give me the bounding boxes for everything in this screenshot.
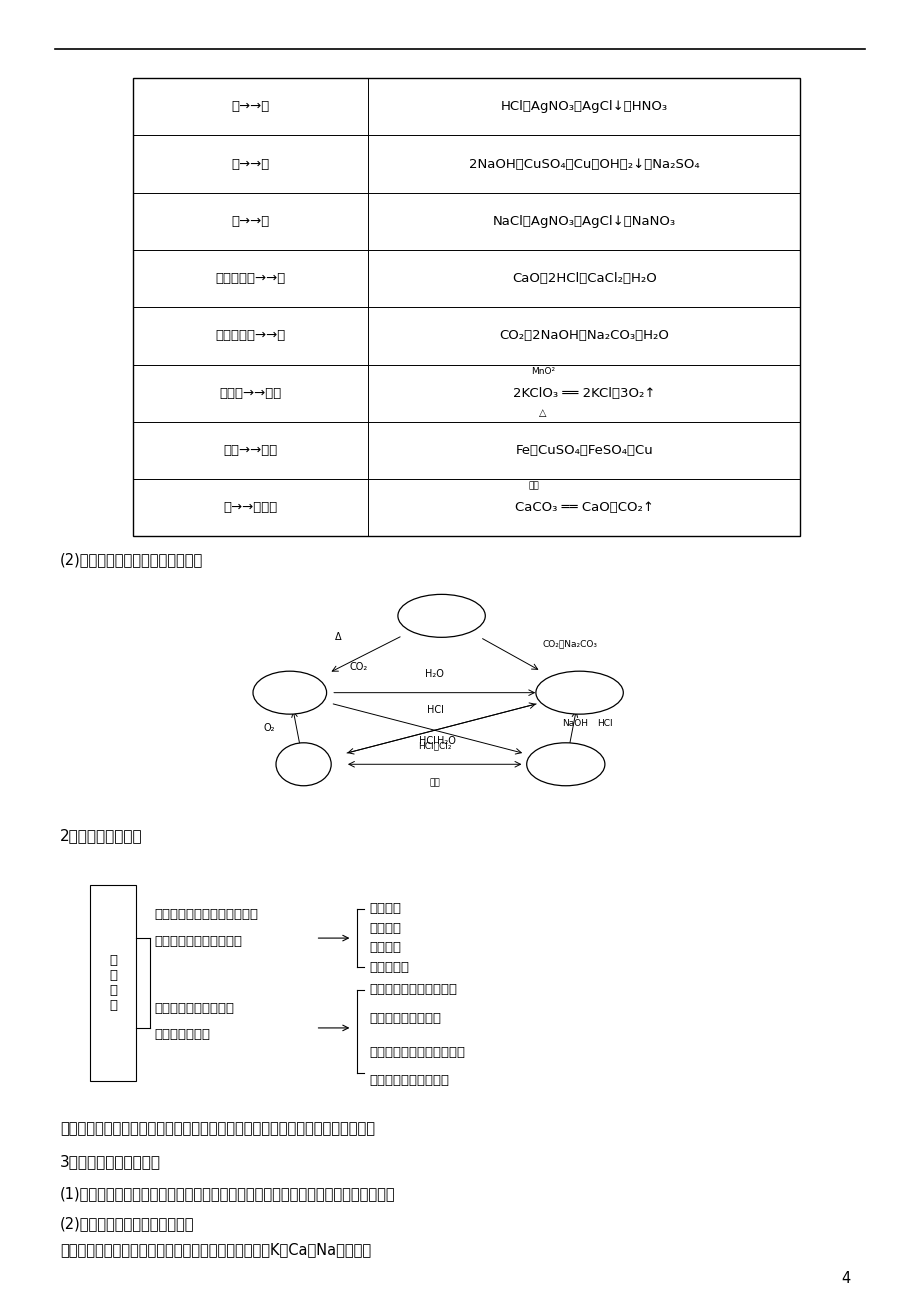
Text: HCl: HCl (419, 737, 436, 746)
Text: 盐→→氧化物: 盐→→氧化物 (223, 501, 278, 514)
Text: O₂: O₂ (263, 724, 275, 733)
Text: NaCl＋AgNO₃＝AgCl↓＋NaNO₃: NaCl＋AgNO₃＝AgCl↓＋NaNO₃ (492, 215, 675, 228)
Text: 酸→→盐: 酸→→盐 (232, 100, 269, 113)
Text: (1)复分解反应的发生条件：有气体（挥发性物质）、沉淠（难溶性物质）或水生成。: (1)复分解反应的发生条件：有气体（挥发性物质）、沉淠（难溶性物质）或水生成。 (60, 1186, 395, 1202)
Text: CO₂＋2NaOH＝Na₂CO₃＋H₂O: CO₂＋2NaOH＝Na₂CO₃＋H₂O (499, 329, 668, 342)
Ellipse shape (276, 742, 331, 785)
Text: (2)不同类别的含钙物质的相互转化: (2)不同类别的含钙物质的相互转化 (60, 552, 203, 568)
Text: CaO: CaO (278, 687, 301, 698)
Text: Ca(OH)₂: Ca(OH)₂ (557, 687, 601, 698)
Text: 氧化还原反应：有元素化: 氧化还原反应：有元素化 (369, 983, 457, 996)
Text: 价没有发生变化的反应: 价没有发生变化的反应 (369, 1074, 448, 1087)
Text: CO₂: CO₂ (349, 663, 367, 672)
Text: MnO²: MnO² (530, 367, 554, 376)
Ellipse shape (535, 672, 623, 713)
Text: 根据反应前后元素化合: 根据反应前后元素化合 (154, 1003, 234, 1014)
Text: 2KClO₃ ══ 2KCl＋3O₂↑: 2KClO₃ ══ 2KCl＋3O₂↑ (513, 387, 654, 400)
Text: 碱性氧化物→→盐: 碱性氧化物→→盐 (215, 272, 286, 285)
Text: 2NaOH＋CuSO₄＝Cu（OH）₂↓＋Na₂SO₄: 2NaOH＋CuSO₄＝Cu（OH）₂↓＋Na₂SO₄ (469, 158, 698, 171)
Text: CO₂或Na₂CO₃: CO₂或Na₂CO₃ (542, 639, 597, 648)
Text: 单质→→单质: 单质→→单质 (223, 444, 278, 457)
Text: 化
学
反
应: 化 学 反 应 (109, 954, 117, 1012)
Text: 化合物→→单质: 化合物→→单质 (220, 387, 281, 400)
Ellipse shape (397, 594, 485, 637)
Text: 2．化学反应的分类: 2．化学反应的分类 (60, 828, 142, 844)
Text: 金属活动顺序中排在前面的金属置换排在后面的金属（K、Ca、Na除外）。: 金属活动顺序中排在前面的金属置换排在后面的金属（K、Ca、Na除外）。 (60, 1242, 370, 1258)
Text: 高温: 高温 (528, 482, 539, 491)
Text: 非氧化还原反应：元素化合: 非氧化还原反应：元素化合 (369, 1046, 464, 1059)
Text: 碱→→盐: 碱→→盐 (232, 158, 269, 171)
Text: 电解: 电解 (429, 779, 439, 786)
Text: 化合反应: 化合反应 (369, 902, 401, 915)
Text: 反应前后物质种类的多少: 反应前后物质种类的多少 (154, 936, 243, 948)
Text: 盐→→盐: 盐→→盐 (232, 215, 269, 228)
Text: △: △ (539, 409, 546, 418)
Text: 价是否发生改变: 价是否发生改变 (154, 1029, 210, 1040)
Bar (90, 885, 136, 1081)
Text: 3．化学反应发生的条件: 3．化学反应发生的条件 (60, 1154, 161, 1169)
Text: HCl: HCl (597, 719, 612, 728)
Text: HCl＋AgNO₃＝AgCl↓＋HNO₃: HCl＋AgNO₃＝AgCl↓＋HNO₃ (500, 100, 667, 113)
Text: 复分解反应: 复分解反应 (369, 961, 408, 974)
Text: CaO＋2HCl＝CaCl₂＋H₂O: CaO＋2HCl＝CaCl₂＋H₂O (511, 272, 656, 285)
Text: 酸性氧化物→→盐: 酸性氧化物→→盐 (215, 329, 286, 342)
Text: (2)金属间置换反应发生的条件：: (2)金属间置换反应发生的条件： (60, 1216, 194, 1232)
Text: Fe＋CuSO₄＝FeSO₄＋Cu: Fe＋CuSO₄＝FeSO₄＋Cu (515, 444, 652, 457)
Text: 置换反应: 置换反应 (369, 941, 401, 954)
Text: H₂O: H₂O (425, 669, 444, 680)
Text: CaCO₃ ══ CaO＋CO₂↑: CaCO₃ ══ CaO＋CO₂↑ (514, 501, 653, 514)
Text: NaOH: NaOH (562, 719, 587, 728)
Text: Ca: Ca (296, 759, 311, 769)
Text: 分解反应: 分解反应 (369, 922, 401, 935)
Text: HCl或Cl₂: HCl或Cl₂ (417, 742, 451, 750)
Text: Δ: Δ (335, 633, 341, 642)
Text: 判断一个反应是否为氧化还原反应的依据是看该反应中各元素的化合价有无变化。: 判断一个反应是否为氧化还原反应的依据是看该反应中各元素的化合价有无变化。 (60, 1121, 374, 1137)
Text: 4: 4 (841, 1271, 850, 1286)
Text: 按反应物和生成物的类别以及: 按反应物和生成物的类别以及 (154, 909, 258, 921)
Ellipse shape (526, 742, 605, 785)
Bar (133, 78, 800, 536)
Text: CaCO₃: CaCO₃ (424, 611, 459, 621)
Text: 合价发生变化的反应: 合价发生变化的反应 (369, 1012, 440, 1025)
Text: HCl: HCl (426, 706, 443, 715)
Text: H₂O: H₂O (437, 737, 455, 746)
Ellipse shape (253, 672, 326, 713)
Text: CaCl₂: CaCl₂ (550, 759, 580, 769)
